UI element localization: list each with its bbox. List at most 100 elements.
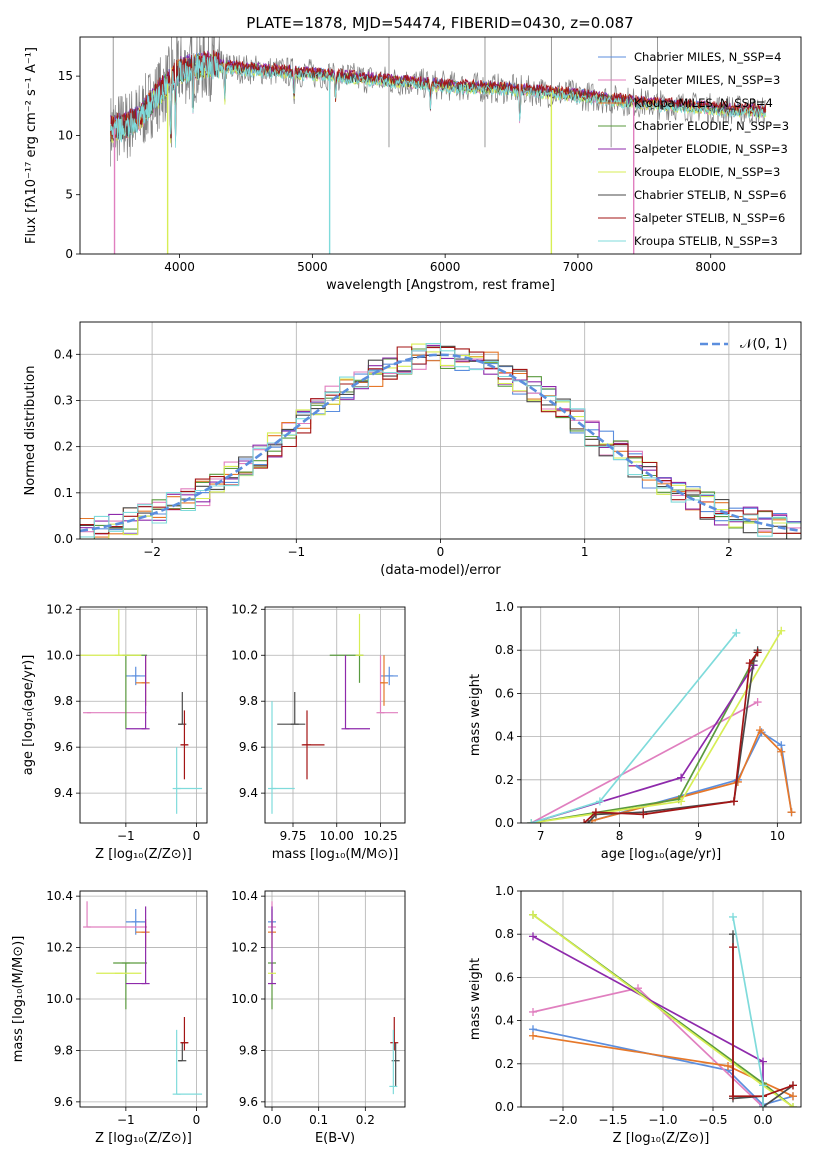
model-spectrum-kroupa-stelib <box>110 54 767 148</box>
legend-label: Salpeter ELODIE, N_SSP=3 <box>634 142 788 156</box>
spectrum-frame <box>79 36 802 255</box>
y-tick-label: 9.6 <box>239 1095 258 1109</box>
y-tick-label: 0.0 <box>54 532 73 546</box>
errorbar-salpeter-elodie <box>125 655 150 730</box>
legend-label: Salpeter MILES, N_SSP=3 <box>634 73 780 87</box>
x-tick-label: 10.25 <box>363 829 397 843</box>
series-kroupa-stelib <box>527 628 741 823</box>
series-line <box>587 649 759 823</box>
legend-label: Kroupa MILES, N_SSP=4 <box>634 96 773 110</box>
y-tick-label: 10.2 <box>46 602 73 616</box>
y-tick-label: 9.4 <box>239 786 258 800</box>
x-tick-label: 10.00 <box>320 829 354 843</box>
legend-label: 𝒩(0, 1) <box>740 337 787 352</box>
x-axis-label: age [log₁₀(age/yr)] <box>601 847 722 862</box>
x-tick-label: −2.0 <box>548 1113 577 1127</box>
errorbar-chabrier-miles <box>125 909 146 935</box>
mass_vs_EBV-frame <box>264 890 406 1108</box>
x-tick-label: −1.5 <box>598 1113 627 1127</box>
series-line <box>532 1028 794 1106</box>
y-tick-label: 9.6 <box>54 1095 73 1109</box>
mass_vs_EBV-chart: 0.0 0.1 0.2 9.6 9.8 10.0 10.2 10.4 E(B-V) <box>231 889 406 1146</box>
x-tick-label: 0.2 <box>356 1113 375 1127</box>
age_vs_Z-frame <box>79 606 208 824</box>
y-tick-label: 10.2 <box>231 602 258 616</box>
y-axis-label: Normed distribution <box>23 366 38 496</box>
y-tick-label: 10.0 <box>231 992 258 1006</box>
errorbar-kroupa-stelib <box>268 701 295 814</box>
weight_vs_age-chart: 7 8 9 10 0.0 0.2 0.4 0.6 0.8 1.0 age [log₁₀(age/yr… <box>468 600 802 862</box>
series-kroupa-miles <box>529 1031 797 1101</box>
residuals-frame <box>79 321 802 540</box>
errorbar-salpeter-stelib <box>390 1017 399 1051</box>
y-tick-label: 0.2 <box>54 440 73 454</box>
age_vs_Z-chart: −1 0 9.4 9.6 9.8 10.0 10.2 Z [log₁₀(Z/Z⊙)] age [… <box>21 602 208 862</box>
x-tick-label: 10 <box>770 829 785 843</box>
errorbar-salpeter-stelib <box>180 1017 189 1051</box>
residual-legend: 𝒩(0, 1) <box>700 337 787 352</box>
series-line <box>732 947 794 1098</box>
age_vs_mass-frame <box>264 606 406 824</box>
y-tick-label: 9.8 <box>239 1043 258 1057</box>
errorbar-salpeter-elodie <box>125 906 150 985</box>
weight_vs_Z-chart: −2.0 −1.5 −1.0 −0.5 0.0 0.0 0.2 0.4 0.6 0.8 1.0 Z [… <box>468 884 802 1146</box>
x-tick-label: 8 <box>616 829 624 843</box>
x-axis-label: Z [log₁₀(Z/Z⊙)] <box>613 1131 710 1146</box>
plus-marker <box>789 1081 797 1090</box>
plus-marker <box>777 747 786 756</box>
plus-marker <box>759 1103 767 1107</box>
errorbar-salpeter-miles <box>376 655 398 714</box>
x-tick-label: 0 <box>193 1113 201 1127</box>
x-tick-label: 5000 <box>297 260 328 274</box>
mass_vs_Z-frame <box>79 890 208 1108</box>
y-tick-label: 1.0 <box>495 884 514 898</box>
y-axis-label: mass weight <box>468 958 483 1040</box>
errorbar-kroupa-elodie <box>355 613 364 656</box>
x-tick-label: −1.0 <box>648 1113 677 1127</box>
y-tick-label: 10 <box>58 128 73 142</box>
errorbar-chabrier-stelib <box>277 692 306 725</box>
x-axis-label: mass [log₁₀(M/M⊙)] <box>272 847 399 862</box>
plus-marker <box>529 932 537 941</box>
series-kroupa-stelib <box>729 912 767 1107</box>
errorbar-kroupa-miles <box>380 655 388 706</box>
legend-label: Chabrier MILES, N_SSP=4 <box>634 50 781 64</box>
errorbar-kroupa-stelib <box>172 1029 203 1095</box>
histogram-kroupa-elodie <box>80 343 801 539</box>
spectrum-plot-area <box>110 37 767 254</box>
y-tick-label: 9.4 <box>54 786 73 800</box>
x-tick-label: −0.5 <box>698 1113 727 1127</box>
plus-marker <box>639 810 648 819</box>
y-tick-label: 9.6 <box>54 740 73 754</box>
x-tick-label: 0 <box>193 829 201 843</box>
y-tick-label: 0 <box>65 247 73 261</box>
y-tick-label: 5 <box>65 188 73 202</box>
plus-marker <box>753 698 762 707</box>
y-tick-label: 9.8 <box>54 694 73 708</box>
weight_vs_Z-plot-area <box>521 891 801 1107</box>
y-tick-label: 0.4 <box>495 1014 514 1028</box>
x-tick-label: 7 <box>537 829 545 843</box>
age_vs_Z-plot-area <box>80 607 207 823</box>
x-tick-label: −2 <box>143 545 161 559</box>
y-tick-label: 10.0 <box>46 992 73 1006</box>
x-tick-label: 8000 <box>695 260 726 274</box>
y-tick-label: 0.0 <box>495 1100 514 1114</box>
y-axis-label: age [log₁₀(age/yr)] <box>21 655 36 776</box>
x-tick-label: 0.1 <box>309 1113 328 1127</box>
x-tick-label: 6000 <box>430 260 461 274</box>
plus-marker <box>759 1081 767 1090</box>
legend-label: Chabrier STELIB, N_SSP=6 <box>634 188 786 202</box>
plus-marker <box>529 1007 537 1016</box>
y-tick-label: 0.4 <box>54 347 73 361</box>
x-axis-label: Z [log₁₀(Z/Z⊙)] <box>95 847 192 862</box>
spectrum-chart: 4000 5000 6000 7000 8000 0 5 10 15 wavelength [An… <box>24 36 802 293</box>
y-tick-label: 15 <box>58 69 73 83</box>
x-tick-label: 2 <box>725 545 733 559</box>
plus-marker <box>595 797 604 806</box>
y-tick-label: 10.4 <box>46 889 73 903</box>
plus-marker <box>591 808 600 817</box>
mass_vs_Z-plot-area <box>80 891 207 1107</box>
weight_vs_age-plot-area <box>521 607 801 823</box>
